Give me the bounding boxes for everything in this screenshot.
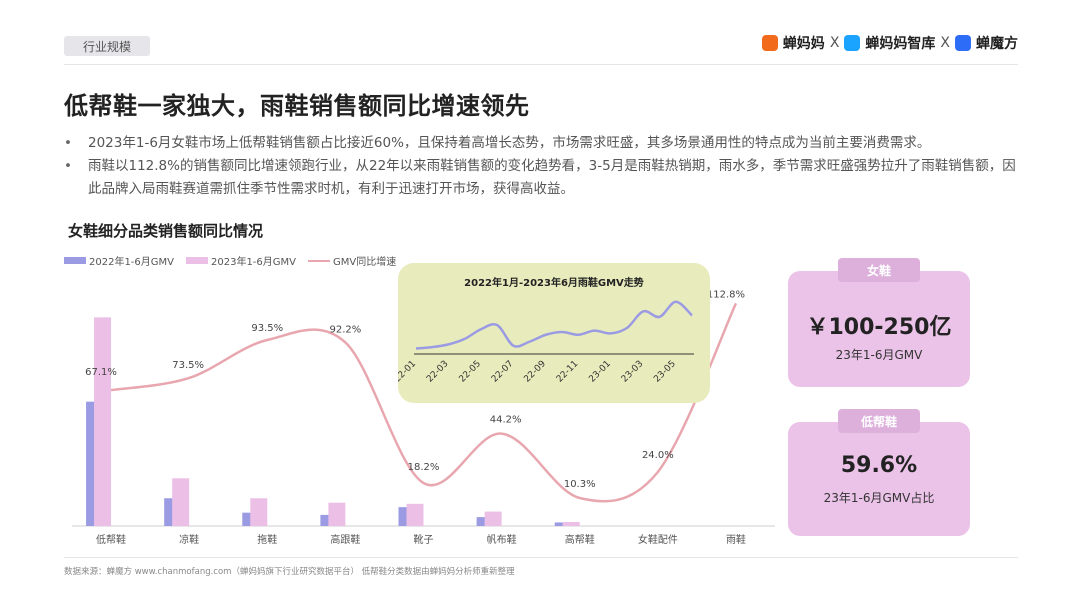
chart-legend: 2022年1-6月GMV 2023年1-6月GMV GMV同比增速 [64, 253, 408, 268]
inset-x-tick-label: 23-05 [652, 359, 678, 385]
bar-2023 [562, 522, 580, 526]
legend-label-2023: 2023年1-6月GMV [211, 257, 296, 268]
chanmofang-logo-icon [955, 35, 971, 51]
x-tick-label: 女鞋配件 [638, 533, 678, 546]
brand-separator: X [940, 35, 950, 51]
x-tick-label: 雨鞋 [726, 533, 746, 546]
legend-item-2022: 2022年1-6月GMV [64, 253, 174, 268]
brand-separator: X [829, 35, 840, 51]
growth-data-label: 10.3% [564, 479, 596, 490]
bar-2023 [94, 317, 112, 526]
growth-data-label: 92.2% [329, 324, 361, 335]
bar-2023 [172, 478, 190, 526]
growth-data-label: 112.8% [707, 289, 745, 300]
bar-2023 [328, 502, 346, 526]
zhiku-logo-icon [844, 35, 861, 51]
gmv-card [788, 271, 970, 387]
brand-logos: 蝉妈妈 X 蝉妈妈智库 X 蝉魔方 [761, 33, 1018, 53]
growth-data-label: 24.0% [642, 450, 674, 461]
x-tick-label: 拖鞋 [257, 533, 277, 546]
legend-line-growth [308, 259, 330, 262]
legend-swatch-2022 [64, 257, 86, 264]
legend-item-growth: GMV同比增速 [308, 253, 396, 268]
bar-2023 [250, 498, 268, 526]
inset-gmv-line [415, 300, 693, 350]
bullet-item: 雨鞋以112.8%的销售额同比增速领跑行业，从22年以来雨鞋销售额的变化趋势看，… [64, 155, 1024, 201]
x-tick-label: 高帮鞋 [565, 533, 595, 546]
inset-x-tick-label: 22-03 [425, 359, 451, 385]
inset-x-tick-label: 23-01 [587, 359, 613, 385]
bar-2023 [406, 503, 424, 526]
x-tick-label: 高跟鞋 [330, 533, 360, 546]
brand-chanmofang: 蝉魔方 [976, 36, 1018, 52]
gmv-card-value: ￥100-250亿 [806, 315, 952, 340]
x-tick-label: 帆布鞋 [487, 533, 517, 546]
legend-item-2023: 2023年1-6月GMV [186, 253, 296, 268]
growth-data-label: 44.2% [490, 415, 522, 426]
inset-x-tick-label: 22-05 [457, 359, 483, 385]
x-tick-label: 靴子 [414, 533, 434, 546]
growth-line [110, 302, 738, 503]
bullet-item: 2023年1-6月女鞋市场上低帮鞋销售额占比接近60%，且保持着高增长态势，市场… [64, 132, 1024, 155]
legend-label-2022: 2022年1-6月GMV [89, 257, 174, 268]
share-card-subtitle: 23年1-6月GMV占比 [823, 491, 935, 505]
inset-x-tick-label: 23-03 [620, 359, 646, 385]
gmv-card-head: 女鞋 [838, 258, 920, 282]
brand-zhiku: 蝉妈妈智库 [865, 36, 936, 52]
page-title: 低帮鞋一家独大，雨鞋销售额同比增速领先 [64, 92, 530, 120]
inset-x-tick-label: 22-01 [398, 359, 418, 385]
brand-chanmama: 蝉妈妈 [782, 36, 825, 52]
bar-2023 [484, 511, 502, 526]
share-card-head: 低帮鞋 [838, 409, 920, 433]
chart-title: 女鞋细分品类销售额同比情况 [68, 222, 264, 240]
growth-data-label: 18.2% [408, 462, 440, 473]
data-source-note: 数据来源：蝉魔方 www.chanmofang.com（蝉妈妈旗下行业研究数据平… [64, 567, 515, 577]
chanmama-logo-icon [761, 35, 778, 51]
inset-chart: 22-01 22-03 22-05 22-07 22-09 22-11 23-01 23-03… [398, 300, 694, 385]
legend-label-growth: GMV同比增速 [333, 257, 397, 268]
growth-data-label: 73.5% [172, 360, 204, 371]
gmv-card-subtitle: 23年1-6月GMV [835, 348, 923, 362]
inset-chart-title: 2022年1月-2023年6月雨鞋GMV走势 [464, 278, 644, 289]
section-tag: 行业规模 [64, 36, 150, 56]
inset-x-tick-label: 22-07 [490, 359, 516, 385]
growth-data-label: 93.5% [251, 323, 283, 334]
legend-swatch-2023 [186, 257, 208, 264]
summary-bullets: 2023年1-6月女鞋市场上低帮鞋销售额占比接近60%，且保持着高增长态势，市场… [64, 132, 1024, 201]
inset-x-tick-label: 22-11 [555, 359, 581, 385]
footer-divider [64, 557, 1018, 558]
growth-data-label: 67.1% [85, 367, 117, 378]
inset-x-tick-label: 22-09 [522, 359, 548, 385]
x-tick-label: 凉鞋 [179, 533, 199, 546]
header-divider [64, 64, 1018, 65]
x-tick-label: 低帮鞋 [96, 533, 126, 546]
share-card [788, 422, 970, 536]
inset-chart-panel: 2022年1月-2023年6月雨鞋GMV走势 22-01 22-03 22-05 22… [398, 263, 710, 403]
share-card-value: 59.6% [840, 453, 918, 478]
